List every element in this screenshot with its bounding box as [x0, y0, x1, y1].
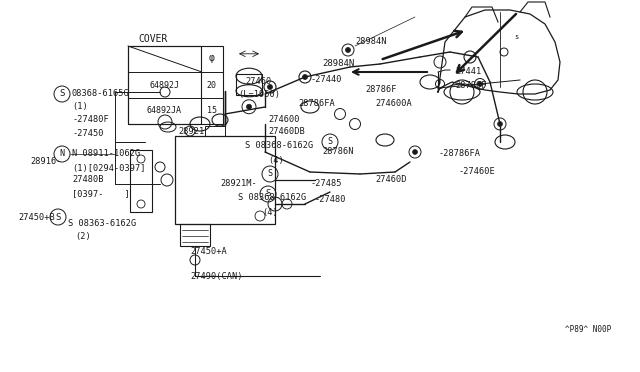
Text: 27460: 27460 — [245, 77, 271, 87]
Bar — [175, 136, 275, 224]
Text: -27450: -27450 — [72, 129, 104, 138]
Text: (4): (4) — [262, 208, 278, 217]
Text: 28786F: 28786F — [365, 86, 397, 94]
Circle shape — [346, 48, 351, 52]
Bar — [130, 150, 152, 212]
Bar — [128, 46, 201, 124]
Text: 27480B: 27480B — [72, 176, 104, 185]
Text: -27485: -27485 — [310, 180, 342, 189]
Text: (1)[0294-0397]: (1)[0294-0397] — [72, 164, 145, 173]
Text: (1): (1) — [72, 103, 88, 112]
Text: (2): (2) — [75, 232, 91, 241]
Circle shape — [477, 81, 483, 87]
Text: -27480: -27480 — [315, 195, 346, 203]
Text: 15: 15 — [207, 106, 216, 115]
Text: 27450+A: 27450+A — [190, 247, 227, 257]
Bar — [236, 74, 262, 95]
Text: 28786FA: 28786FA — [298, 99, 335, 109]
Text: S 08368-6162G: S 08368-6162G — [238, 193, 307, 202]
Text: 27460DB: 27460DB — [268, 128, 305, 137]
Text: [0397-    ]: [0397- ] — [72, 189, 130, 199]
Text: 28921M-: 28921M- — [220, 180, 257, 189]
Text: s: s — [514, 34, 518, 40]
Circle shape — [497, 122, 502, 126]
Text: 28984N: 28984N — [355, 38, 387, 46]
Text: S: S — [268, 170, 273, 179]
Text: 28786N: 28786N — [322, 148, 353, 157]
Text: S 08368-6162G: S 08368-6162G — [245, 141, 313, 151]
Text: 274600A: 274600A — [375, 99, 412, 109]
Circle shape — [303, 74, 307, 80]
Text: 27450+B: 27450+B — [18, 212, 55, 221]
Text: 20: 20 — [207, 80, 216, 90]
Text: COVER: COVER — [138, 34, 168, 44]
Text: φ: φ — [209, 54, 214, 64]
Text: -28786FA: -28786FA — [438, 150, 480, 158]
Text: 27441: 27441 — [455, 67, 481, 77]
Text: N 08911-1062G: N 08911-1062G — [72, 150, 140, 158]
Circle shape — [246, 104, 252, 109]
Text: S: S — [328, 138, 333, 147]
Text: S: S — [266, 189, 271, 199]
Bar — [180, 224, 210, 246]
Bar — [128, 46, 223, 124]
Text: 28921: 28921 — [178, 128, 204, 137]
Text: ^P89^ N00P: ^P89^ N00P — [565, 326, 611, 334]
Circle shape — [413, 150, 417, 154]
Text: 27490(CAN): 27490(CAN) — [190, 273, 243, 282]
Text: 274600: 274600 — [268, 115, 300, 125]
Text: S: S — [60, 90, 65, 99]
Text: 28916-: 28916- — [30, 157, 61, 167]
Text: S 08363-6162G: S 08363-6162G — [68, 219, 136, 228]
Bar — [205, 126, 225, 136]
Text: 64892JA: 64892JA — [147, 106, 182, 115]
Text: (L=1950): (L=1950) — [238, 90, 280, 99]
Text: 28786F: 28786F — [455, 81, 486, 90]
Text: -27460E: -27460E — [458, 167, 495, 176]
Text: -27480F: -27480F — [72, 115, 109, 125]
Text: 27460D: 27460D — [375, 176, 406, 185]
Text: N: N — [60, 150, 65, 158]
Text: (4): (4) — [268, 155, 284, 164]
Text: S: S — [55, 212, 61, 221]
Text: 28984N: 28984N — [322, 60, 355, 68]
Text: 08368-6165G: 08368-6165G — [72, 90, 130, 99]
Circle shape — [268, 84, 273, 90]
Text: -27440: -27440 — [310, 76, 342, 84]
Text: 64892J: 64892J — [149, 80, 179, 90]
